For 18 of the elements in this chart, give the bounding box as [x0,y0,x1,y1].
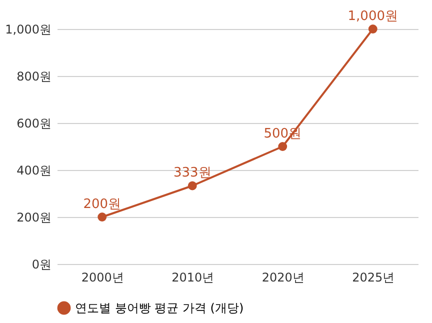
x-tick-label: 2000년 [81,270,124,284]
data-label: 200원 [83,197,122,212]
legend-label: 연도별 붕어빵 평균 가격 (개당) [75,301,244,315]
y-tick-label: 400원 [16,164,52,178]
y-tick-label: 0원 [32,258,52,272]
x-tick-label: 2020년 [262,270,304,284]
data-label: 1,000원 [348,9,398,24]
x-tick-label: 2025년 [352,270,395,284]
y-tick-label: 1,000원 [5,22,52,36]
point [188,181,197,190]
y-tick-label: 200원 [16,210,52,224]
y-tick-label: 800원 [16,70,52,84]
point [368,24,378,34]
point [98,212,107,222]
point [278,142,288,151]
data-label: 333원 [173,166,212,181]
x-tick-label: 2010년 [172,270,214,284]
y-tick-label: 600원 [16,116,52,130]
